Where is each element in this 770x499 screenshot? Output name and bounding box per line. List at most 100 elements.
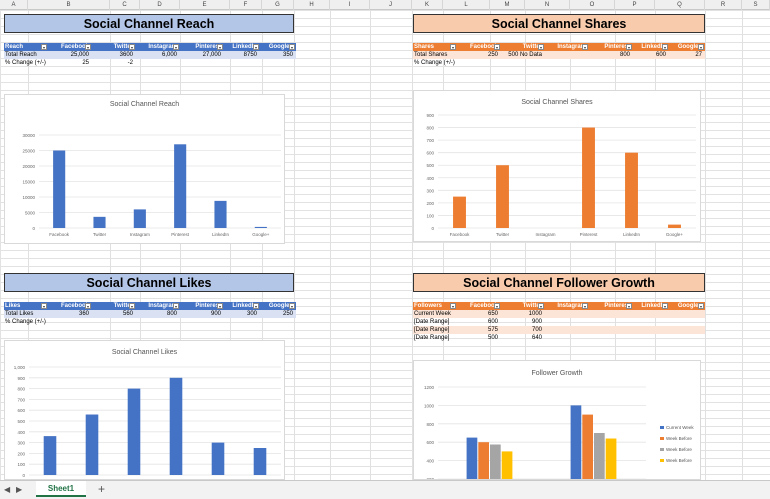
table-cell[interactable]: 3600 (92, 51, 136, 59)
table-cell[interactable] (92, 318, 136, 326)
column-filter-header[interactable]: Pinterest (180, 43, 224, 51)
table-cell[interactable]: 700 (501, 326, 545, 334)
column-filter-header[interactable]: Instagram (136, 43, 180, 51)
table-cell[interactable]: 900 (180, 310, 224, 318)
filter-dropdown-icon[interactable] (289, 44, 295, 50)
table-cell[interactable] (633, 318, 669, 326)
table-cell[interactable] (633, 334, 669, 342)
column-filter-header[interactable]: LinkedIn (224, 302, 260, 310)
column-filter-header[interactable]: LinkedIn (633, 43, 669, 51)
column-filter-header[interactable]: Google+ (669, 43, 705, 51)
table-cell[interactable] (589, 310, 633, 318)
table-cell[interactable]: 600 (633, 51, 669, 59)
table-cell[interactable]: 25,000 (48, 51, 92, 59)
table-cell[interactable] (545, 51, 589, 59)
table-cell[interactable] (589, 318, 633, 326)
table-cell[interactable]: 6,000 (136, 51, 180, 59)
filter-dropdown-icon[interactable] (450, 44, 456, 50)
filter-dropdown-icon[interactable] (85, 44, 91, 50)
column-filter-header[interactable]: LinkedIn (633, 302, 669, 310)
table-cell[interactable]: % Change (+/-) (5, 319, 46, 325)
column-header-n[interactable]: N (525, 0, 570, 10)
filter-dropdown-icon[interactable] (253, 303, 259, 309)
column-filter-header[interactable]: Twitter (501, 302, 545, 310)
column-header-q[interactable]: Q (655, 0, 705, 10)
table-cell[interactable] (501, 59, 545, 67)
column-header-k[interactable]: K (412, 0, 443, 10)
table-cell[interactable]: 27 (669, 51, 705, 59)
table-cell[interactable] (260, 318, 296, 326)
table-cell[interactable]: 500 (487, 335, 498, 341)
table-cell[interactable] (633, 59, 669, 67)
table-cell[interactable]: 25 (82, 60, 89, 66)
filter-dropdown-icon[interactable] (698, 303, 704, 309)
table-cell[interactable]: % Change (+/-) (5, 60, 46, 66)
filter-dropdown-icon[interactable] (173, 303, 179, 309)
column-header-j[interactable]: J (370, 0, 412, 10)
table-cell[interactable]: 900 (531, 319, 542, 325)
table-cell[interactable] (180, 59, 224, 67)
table-cell[interactable]: Total Reach (4, 51, 48, 59)
column-header-p[interactable]: P (615, 0, 655, 10)
filter-dropdown-icon[interactable] (129, 303, 135, 309)
filter-dropdown-icon[interactable] (217, 303, 223, 309)
table-cell[interactable]: 560 (92, 310, 136, 318)
column-filter-header[interactable]: Twitter (92, 43, 136, 51)
table-cell[interactable]: [Date Range] (414, 319, 450, 325)
column-header-a[interactable]: A (0, 0, 28, 10)
column-filter-header[interactable]: Google+ (260, 43, 296, 51)
table-cell[interactable]: 575 (457, 326, 501, 334)
column-header-h[interactable]: H (294, 0, 330, 10)
column-header-m[interactable]: M (490, 0, 525, 10)
column-filter-header[interactable]: Facebook (48, 43, 92, 51)
filter-dropdown-icon[interactable] (450, 303, 456, 309)
filter-dropdown-icon[interactable] (538, 44, 544, 50)
table-cell[interactable] (669, 334, 705, 342)
table-cell[interactable] (224, 59, 260, 67)
filter-dropdown-icon[interactable] (289, 303, 295, 309)
table-cell[interactable]: % Change (+/-) (414, 60, 455, 66)
column-header-b[interactable]: B (28, 0, 110, 10)
filter-dropdown-icon[interactable] (173, 44, 179, 50)
column-filter-header[interactable]: Pinterest (180, 302, 224, 310)
table-cell[interactable]: Total Likes (4, 310, 48, 318)
table-cell[interactable] (224, 318, 260, 326)
table-cell[interactable] (589, 326, 633, 334)
table-cell[interactable] (457, 59, 501, 67)
column-filter-header[interactable]: Pinterest (589, 43, 633, 51)
column-filter-header[interactable]: Facebook (457, 302, 501, 310)
prev-sheet-button[interactable]: ◀ (4, 485, 11, 494)
table-cell[interactable]: 800 (136, 310, 180, 318)
table-cell[interactable]: 360 (48, 310, 92, 318)
table-cell[interactable]: 1000 (501, 310, 545, 318)
column-filter-header[interactable]: Pinterest (589, 302, 633, 310)
filter-dropdown-icon[interactable] (582, 303, 588, 309)
table-cell[interactable] (589, 334, 633, 342)
table-cell[interactable] (136, 59, 180, 67)
table-cell[interactable]: 650 (457, 310, 501, 318)
table-cell[interactable] (633, 310, 669, 318)
table-cell[interactable]: 640 (531, 335, 542, 341)
filter-dropdown-icon[interactable] (582, 44, 588, 50)
column-filter-header[interactable]: Reach (4, 43, 48, 51)
table-cell[interactable] (545, 59, 589, 67)
table-cell[interactable]: [Date Range] (414, 335, 450, 341)
table-cell[interactable] (669, 59, 705, 67)
column-header-s[interactable]: S (742, 0, 770, 10)
table-cell[interactable] (669, 318, 705, 326)
filter-dropdown-icon[interactable] (217, 44, 223, 50)
sheet-tab-sheet1[interactable]: Sheet1 (36, 481, 86, 497)
table-cell[interactable]: [Date Range] (413, 326, 457, 334)
filter-dropdown-icon[interactable] (129, 44, 135, 50)
column-filter-header[interactable]: Twitter (501, 43, 545, 51)
filter-dropdown-icon[interactable] (494, 44, 500, 50)
filter-dropdown-icon[interactable] (662, 44, 668, 50)
table-cell[interactable]: 350 (260, 51, 296, 59)
filter-dropdown-icon[interactable] (85, 303, 91, 309)
column-header-c[interactable]: C (110, 0, 140, 10)
column-filter-header[interactable]: Instagram (545, 302, 589, 310)
column-header-i[interactable]: I (330, 0, 370, 10)
column-header-d[interactable]: D (140, 0, 180, 10)
table-cell[interactable] (669, 326, 705, 334)
column-filter-header[interactable]: Followers (413, 302, 457, 310)
